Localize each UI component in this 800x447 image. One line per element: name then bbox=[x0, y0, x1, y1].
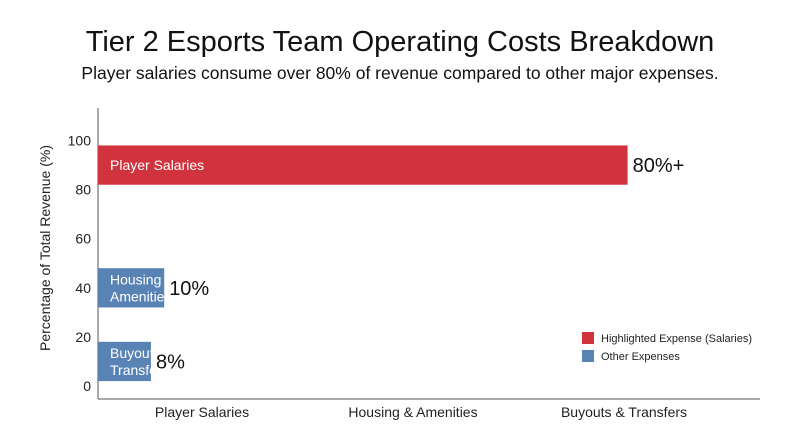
y-tick-label: 0 bbox=[83, 378, 91, 394]
bar-inner-label: Amenities bbox=[110, 288, 171, 304]
legend-swatch bbox=[582, 350, 594, 362]
value-label: 10% bbox=[169, 278, 209, 300]
x-category-label: Player Salaries bbox=[155, 404, 249, 420]
y-tick-label: 40 bbox=[75, 280, 91, 296]
y-axis-label: Percentage of Total Revenue (%) bbox=[37, 145, 53, 351]
legend-label: Other Expenses bbox=[601, 351, 680, 363]
bar bbox=[98, 341, 151, 382]
bar-inner-label: Housing & bbox=[110, 271, 175, 287]
x-category-label: Buyouts & Transfers bbox=[561, 404, 687, 420]
plot-area: 0 20 40 60 80 100 Player Salaries Housing & Ame… bbox=[68, 108, 760, 420]
bar-inner-label: Player Salaries bbox=[110, 157, 204, 173]
value-label: 80%+ bbox=[633, 155, 685, 177]
bar-inner-label: Transfers bbox=[110, 362, 169, 378]
bar-inner-label: Buyouts & bbox=[110, 345, 174, 361]
y-tick-label: 20 bbox=[75, 329, 91, 345]
chart-subtitle: Player salaries consume over 80% of reve… bbox=[81, 63, 718, 83]
y-tick-label: 60 bbox=[75, 231, 91, 247]
legend-label: Highlighted Expense (Salaries) bbox=[601, 333, 752, 345]
value-label: 8% bbox=[156, 351, 185, 373]
y-tick-label: 100 bbox=[68, 133, 92, 149]
x-category-label: Housing & Amenities bbox=[348, 404, 477, 420]
y-tick-label: 80 bbox=[75, 182, 91, 198]
chart-title: Tier 2 Esports Team Operating Costs Brea… bbox=[86, 26, 715, 58]
bar bbox=[98, 145, 628, 185]
bar bbox=[98, 268, 165, 308]
legend-swatch bbox=[582, 332, 594, 344]
